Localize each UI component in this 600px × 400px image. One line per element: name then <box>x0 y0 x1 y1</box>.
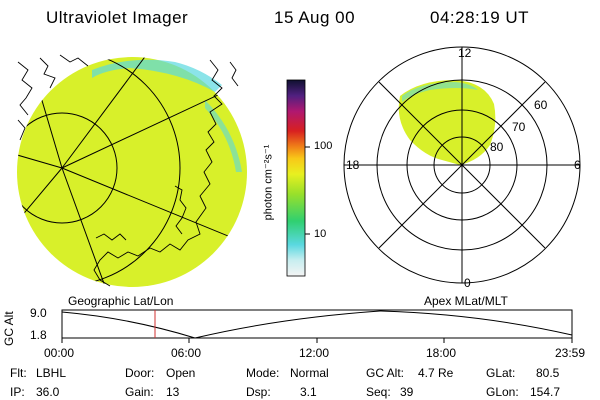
altitude-xtick-2: 12:00 <box>299 346 330 360</box>
altitude-ytick-high: 9.0 <box>30 306 47 320</box>
limb-glow-east <box>205 100 242 172</box>
coastline-northwest <box>17 54 89 141</box>
altitude-plot-frame <box>61 309 573 339</box>
coastline-edge <box>229 61 239 87</box>
geographic-image <box>17 54 247 287</box>
earth-disk <box>17 57 247 287</box>
auroral-oval-edge <box>402 82 478 102</box>
colorbar <box>286 79 310 277</box>
lat-label-70: 70 <box>512 120 526 134</box>
filter-label: Flt: <box>10 366 27 380</box>
time-label: 04:28:19 UT <box>430 8 530 27</box>
mode-label: Mode: <box>246 366 280 380</box>
coastline-east <box>93 59 223 287</box>
coastline-south <box>95 233 127 241</box>
altitude-curve <box>61 310 573 339</box>
gain-value: 13 <box>166 385 180 399</box>
mlt-label-0: 0 <box>464 276 471 290</box>
altitude-xtick-4: 23:59 <box>555 346 586 360</box>
gcalt-label: GC Alt: <box>366 366 405 380</box>
altitude-plot <box>61 309 573 343</box>
altitude-xtick-1: 06:00 <box>171 346 202 360</box>
mode-value: Normal <box>290 366 329 380</box>
lat-circle-inner <box>17 112 118 224</box>
ip-label: IP: <box>10 385 25 399</box>
mlt-label-6: 6 <box>574 158 581 172</box>
dsp-value: 3.1 <box>300 385 317 399</box>
altitude-ylabel: GC Alt <box>2 311 16 346</box>
colorbar-tick-100: 100 <box>314 140 333 152</box>
lon-line <box>61 167 247 246</box>
lat-label-60: 60 <box>534 98 548 112</box>
lon-line <box>61 57 151 169</box>
colorbar-unit-label: photon cm⁻²s⁻¹ <box>262 144 275 221</box>
apex-caption: Apex MLat/MLT <box>424 294 508 308</box>
altitude-xtick-0: 00:00 <box>44 346 75 360</box>
geographic-caption: Geographic Lat/Lon <box>68 294 174 308</box>
seq-value: 39 <box>400 385 414 399</box>
coastline-inner <box>174 185 187 235</box>
altitude-ytick-low: 1.8 <box>30 328 47 342</box>
dsp-label: Dsp: <box>246 385 271 399</box>
gain-label: Gain: <box>125 385 154 399</box>
instrument-title: Ultraviolet Imager <box>46 8 189 27</box>
lon-line <box>17 149 63 169</box>
lon-line <box>61 167 111 287</box>
colorbar-gradient <box>286 79 306 277</box>
mlt-label-18: 18 <box>346 158 360 172</box>
door-value: Open <box>166 366 196 380</box>
gcalt-value: 4.7 Re <box>418 366 454 380</box>
polar-plot <box>343 46 581 284</box>
colorbar-tick-10: 10 <box>314 228 327 240</box>
altitude-xtick-3: 18:00 <box>426 346 457 360</box>
glat-value: 80.5 <box>536 366 560 380</box>
seq-label: Seq: <box>366 385 391 399</box>
glat-label: GLat: <box>486 366 516 380</box>
filter-value: LBHL <box>36 366 67 380</box>
mlt-label-12: 12 <box>458 46 472 60</box>
auroral-oval <box>398 80 496 165</box>
ip-value: 36.0 <box>36 385 60 399</box>
glon-value: 154.7 <box>530 385 561 399</box>
mlt-line-diag <box>378 81 546 249</box>
door-label: Door: <box>125 366 155 380</box>
date-label: 15 Aug 00 <box>274 8 356 27</box>
lat-label-80: 80 <box>490 140 504 154</box>
glon-label: GLon: <box>486 385 519 399</box>
